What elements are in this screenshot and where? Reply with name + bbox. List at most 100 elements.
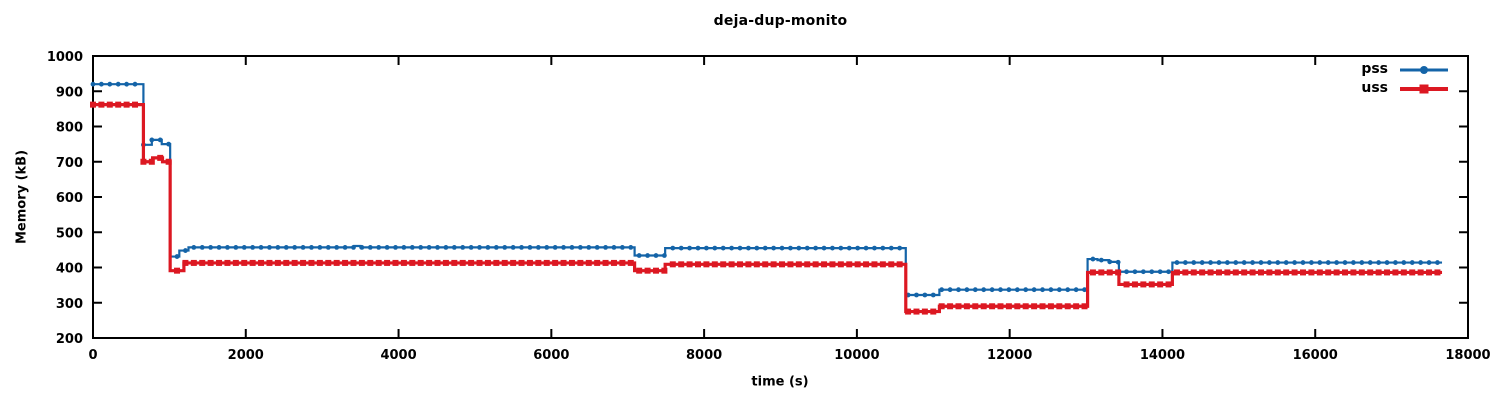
data-point-pss [510,245,516,250]
data-point-pss [1241,260,1247,265]
data-point-pss [1359,260,1365,265]
data-point-pss [1250,260,1255,265]
data-point-pss [796,245,802,251]
data-point-uss [1434,269,1441,276]
legend-item-uss: uss [1361,81,1448,96]
data-point-uss [1089,269,1096,276]
data-point-uss [888,261,895,268]
data-point-pss [1006,287,1012,293]
data-point-pss [1157,269,1163,275]
data-point-uss [846,261,853,268]
x-axis-label: time (s) [751,374,809,390]
data-point-pss [401,245,407,250]
data-point-pss [914,292,919,298]
data-point-pss [569,245,575,250]
data-point-pss [1073,287,1079,293]
data-point-pss [493,245,499,250]
data-point-pss [1065,287,1071,293]
data-point-pss [729,245,735,251]
data-point-pss [199,245,205,250]
data-point-uss [1199,269,1206,276]
data-point-uss [1047,303,1054,310]
data-point-uss [737,261,744,268]
data-point-uss [484,259,491,266]
data-point-pss [1140,269,1146,275]
data-point-pss [1258,260,1264,265]
data-point-uss [535,259,542,266]
data-point-uss [543,259,550,266]
data-point-pss [477,245,482,250]
data-point-uss [333,259,340,266]
data-point-uss [1358,269,1365,276]
data-point-uss [90,101,96,108]
data-point-uss [762,261,769,268]
data-point-pss [1056,287,1062,293]
data-point-pss [1342,260,1348,265]
data-point-uss [300,259,307,266]
data-point-pss [1334,260,1340,265]
data-point-uss [1274,269,1281,276]
data-point-pss [225,245,230,250]
data-point-pss [367,245,373,250]
data-point-uss [232,259,239,266]
data-point-uss [308,259,315,266]
y-tick-label: 500 [56,226,83,241]
data-point-pss [771,245,777,251]
data-point-uss [1215,269,1222,276]
data-point-pss [115,81,121,87]
data-point-pss [603,245,608,250]
data-point-uss [1039,303,1046,310]
data-point-uss [1375,269,1382,276]
data-point-pss [1031,287,1037,293]
data-point-uss [812,261,819,268]
data-point-pss [233,245,239,250]
data-point-uss [678,261,685,268]
data-point-uss [921,308,928,315]
data-point-pss [998,287,1003,293]
data-point-uss [1291,269,1298,276]
data-point-pss [435,245,440,250]
data-point-uss [249,259,256,266]
data-point-uss [695,261,701,268]
data-point-pss [132,81,138,87]
data-point-pss [519,245,524,250]
data-point-uss [518,259,525,266]
data-point-uss [316,259,323,266]
data-point-uss [879,261,886,268]
data-point-uss [258,259,265,266]
data-point-pss [502,245,508,250]
data-point-uss [148,158,155,165]
data-point-pss [1384,260,1390,265]
data-point-pss [695,245,701,251]
data-point-uss [913,308,920,315]
data-point-pss [922,292,928,298]
data-point-pss [645,253,650,258]
x-tick-label: 14000 [1140,348,1185,363]
data-point-pss [1115,259,1121,265]
data-point-uss [728,261,735,268]
data-point-uss [325,259,332,266]
x-tick-label: 8000 [686,348,722,363]
data-point-uss [442,259,449,266]
data-point-pss [661,253,667,258]
data-point-uss [896,261,903,268]
data-point-uss [1316,269,1323,276]
data-point-pss [393,245,398,250]
data-point-pss [535,245,541,250]
data-point-uss [602,259,609,266]
data-point-uss [1400,269,1407,276]
chart-title: deja-dup-monito [713,13,848,29]
legend-label-uss: uss [1361,80,1388,96]
data-point-uss [720,261,727,268]
x-tick-label: 4000 [380,348,416,363]
legend-label-pss: pss [1361,61,1388,77]
data-point-uss [753,261,760,268]
data-point-uss [501,259,508,266]
data-point-pss [880,245,886,251]
data-point-pss [1216,260,1222,265]
data-point-pss [1014,287,1020,293]
data-point-pss [872,245,877,251]
data-point-pss [552,245,558,250]
data-point-uss [619,259,626,266]
data-point-pss [1199,260,1205,265]
